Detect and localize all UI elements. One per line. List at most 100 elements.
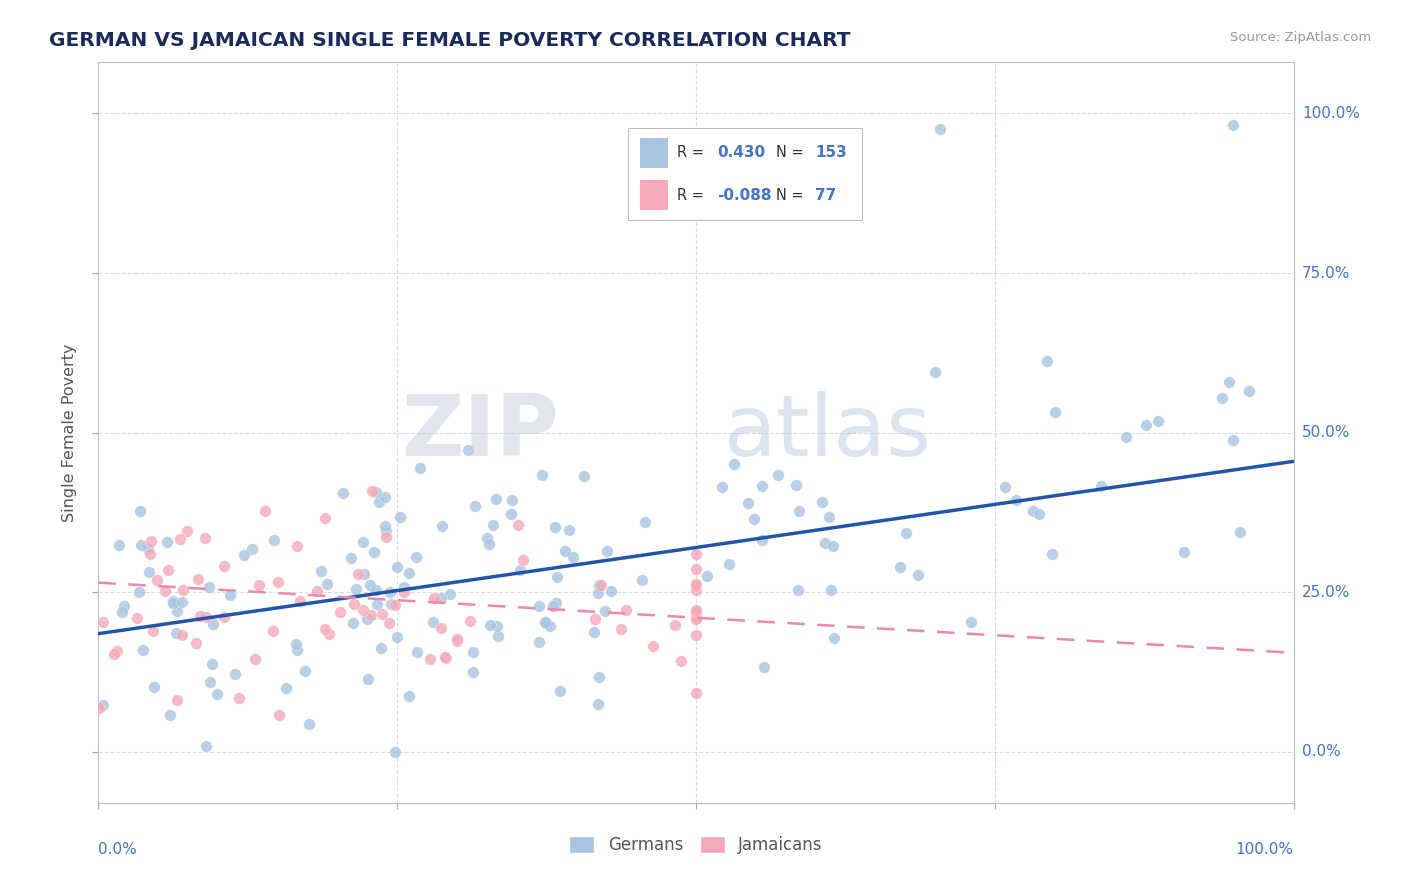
Point [588,698,610,712]
Point [586,585,609,599]
Point [478,537,501,551]
Point [201,616,224,631]
Point [366,598,388,612]
Point [509,563,531,577]
Point [173,582,195,597]
Point [432,519,454,533]
Point [633,515,655,529]
Point [685,603,707,617]
Point [228,690,250,705]
Point [305,584,328,599]
Point [446,634,468,648]
Point [159,708,181,723]
Legend: Germans, Jamaicans: Germans, Jamaicans [562,830,830,861]
Point [423,591,446,605]
Text: R =: R = [678,145,704,161]
Text: N =: N = [776,188,803,202]
Point [176,524,198,539]
Point [811,495,834,509]
Point [422,615,444,629]
Point [87,701,110,715]
Point [737,496,759,510]
Point [233,549,256,563]
Point [960,615,983,629]
Text: GERMAN VS JAMAICAN SINGLE FEMALE POVERTY CORRELATION CHART: GERMAN VS JAMAICAN SINGLE FEMALE POVERTY… [49,31,851,50]
Point [751,479,773,493]
Point [294,665,316,679]
Text: 77: 77 [815,188,837,202]
Point [1229,525,1251,540]
Point [129,504,152,518]
Point [685,607,707,621]
Point [512,553,534,567]
Point [142,624,165,639]
Point [353,567,375,582]
Point [141,534,163,549]
Point [314,622,336,636]
Text: R =: R = [678,188,704,202]
Point [554,544,576,558]
Point [240,541,263,556]
Point [813,536,835,550]
Point [262,624,284,638]
Point [824,631,846,645]
Point [138,565,160,579]
Point [309,564,332,578]
Point [329,605,352,619]
Point [162,594,184,608]
Text: atlas: atlas [724,391,931,475]
Point [538,619,561,633]
Point [664,617,686,632]
Point [588,670,610,684]
Point [356,612,378,626]
Point [631,574,654,588]
Point [596,544,619,558]
Point [610,622,633,636]
Point [928,121,950,136]
Point [360,607,382,622]
Point [785,477,807,491]
Point [685,583,707,598]
Point [194,739,217,754]
Point [1005,492,1028,507]
Point [641,639,664,653]
Point [685,562,707,576]
Point [263,533,285,547]
Point [398,566,420,581]
Point [332,486,354,500]
Point [91,698,114,712]
Point [384,599,406,613]
Point [685,612,707,626]
Point [723,457,745,471]
Point [1036,354,1059,368]
Text: -0.088: -0.088 [717,188,772,202]
Point [194,531,217,545]
Point [162,596,184,610]
Point [214,609,236,624]
Point [374,530,396,544]
Point [405,549,427,564]
Point [1173,545,1195,559]
Point [378,616,401,631]
Point [384,745,406,759]
Point [1222,434,1244,448]
Point [276,681,298,696]
Point [368,495,391,509]
Point [1146,414,1168,428]
Point [1135,418,1157,433]
Point [107,644,129,658]
Point [374,518,396,533]
Point [588,578,610,592]
Point [572,468,595,483]
Text: 50.0%: 50.0% [1302,425,1350,440]
Point [267,708,290,723]
Point [446,632,468,646]
Point [139,547,162,561]
Point [1218,375,1240,389]
Text: ZIP: ZIP [401,391,558,475]
Point [582,625,605,640]
Point [924,366,946,380]
Point [768,467,790,482]
Point [696,569,718,583]
Point [501,507,523,521]
